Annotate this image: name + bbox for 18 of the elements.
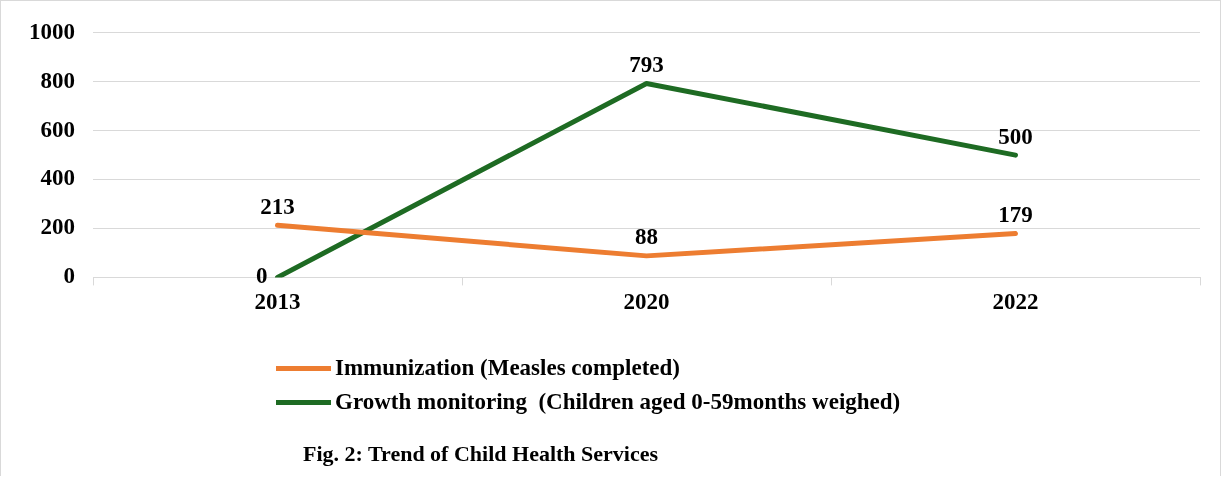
data-label: 500 [998,123,1033,149]
x-tick-label: 2020 [623,289,670,315]
legend-label: Growth monitoring (Children aged 0-59months weighed) [335,389,901,415]
data-label: 0 [256,263,268,289]
data-label: 88 [635,224,658,250]
y-tick-label: 1000 [29,18,75,44]
y-tick-label: 600 [40,116,75,142]
data-label: 179 [998,202,1033,228]
data-label: 213 [260,193,295,219]
y-tick-label: 0 [63,263,75,289]
legend-label: Immunization (Measles completed) [335,355,680,381]
y-tick-label: 800 [40,67,75,93]
x-tick-label: 2013 [254,289,301,315]
x-tick-label: 2022 [992,289,1039,315]
caption: Fig. 2: Trend of Child Health Services [303,441,659,467]
y-tick-label: 400 [40,165,75,191]
data-label: 793 [629,51,664,77]
y-tick-label: 200 [40,214,75,240]
